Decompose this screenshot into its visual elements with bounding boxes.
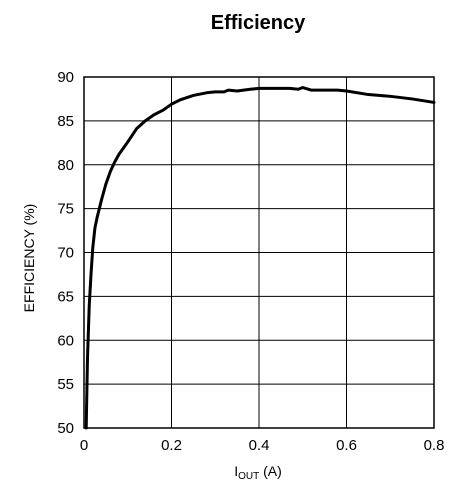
y-axis-label: EFFICIENCY (%) — [21, 204, 37, 313]
y-tick-label: 50 — [57, 420, 74, 437]
x-axis-label-suffix: (A) — [259, 463, 282, 479]
x-axis-label: IOUT (A) — [234, 463, 282, 482]
y-tick-label: 70 — [57, 245, 74, 262]
x-tick-label: 0.4 — [249, 437, 270, 454]
x-tick-label: 0.2 — [161, 437, 182, 454]
y-tick-label: 65 — [57, 288, 74, 305]
x-tick-label: 0.8 — [424, 437, 445, 454]
x-tick-labels: 0 0.2 0.4 0.6 0.8 — [80, 437, 445, 454]
x-tick-label: 0.6 — [336, 437, 357, 454]
y-tick-label: 75 — [57, 201, 74, 218]
y-tick-label: 90 — [57, 69, 74, 86]
y-tick-label: 60 — [57, 332, 74, 349]
x-axis-label-subscript: OUT — [238, 471, 259, 482]
x-tick-label: 0 — [80, 437, 88, 454]
y-tick-label: 80 — [57, 157, 74, 174]
efficiency-series-line — [84, 86, 436, 430]
y-tick-labels: 50 55 60 65 70 75 80 85 90 — [57, 69, 74, 437]
y-tick-label: 85 — [57, 113, 74, 130]
plot-frame — [83, 76, 435, 429]
y-tick-label: 55 — [57, 376, 74, 393]
x-axis-label-main: I — [234, 463, 238, 479]
chart-title: Efficiency — [211, 12, 306, 34]
